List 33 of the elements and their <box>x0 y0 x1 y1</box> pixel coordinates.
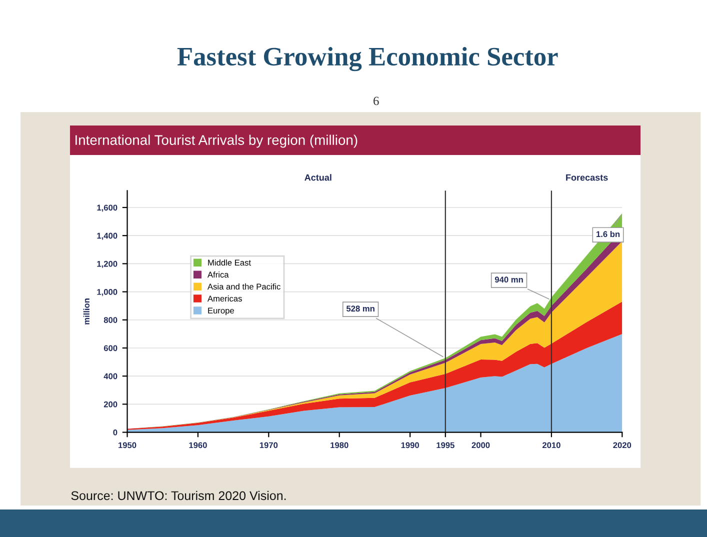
x-tick-label: 2010 <box>542 442 560 448</box>
legend-label: Middle East <box>208 259 251 266</box>
y-tick-label: 1,200 <box>97 260 118 268</box>
chart-subtitle: International Tourist Arrivals by region (million) <box>76 134 358 148</box>
legend-label: Americas <box>208 295 242 302</box>
legend-label: Asia and the Pacific <box>208 283 280 290</box>
y-tick-label: 0 <box>113 429 118 436</box>
x-tick-label: 1995 <box>436 442 454 448</box>
y-tick-label: 400 <box>104 373 118 380</box>
x-tick-label: 1950 <box>118 442 136 448</box>
y-tick-label: 1,000 <box>97 288 118 296</box>
y-tick-label: 200 <box>104 401 118 408</box>
annotation: 940 mn <box>494 276 523 283</box>
text: Forecasts <box>566 174 608 181</box>
y-axis-title: million <box>83 298 90 324</box>
y-tick-label: 1,600 <box>97 204 118 212</box>
y-tick-label: 600 <box>104 345 118 352</box>
text: 6 <box>374 96 379 106</box>
chart-title: Fastest Growing Economic Sector <box>177 47 558 72</box>
x-tick-label: 2000 <box>472 442 490 448</box>
annotation: 1.6 bn <box>596 230 620 238</box>
text: Actual <box>304 174 332 181</box>
x-tick-label: 1990 <box>401 442 419 448</box>
legend-label: Europe <box>208 308 234 316</box>
legend-label: Africa <box>208 271 229 278</box>
y-tick-label: 800 <box>104 317 118 323</box>
y-tick-label: 1,400 <box>97 232 118 240</box>
source-note: Source: UNWTO: Tourism 2020 Vision. <box>71 490 286 500</box>
x-tick-label: 1960 <box>189 442 207 448</box>
x-tick-label: 1980 <box>330 442 348 448</box>
x-tick-label: 1970 <box>260 442 278 448</box>
x-tick-label: 2020 <box>613 442 632 448</box>
annotation: 528 mn <box>346 306 374 312</box>
